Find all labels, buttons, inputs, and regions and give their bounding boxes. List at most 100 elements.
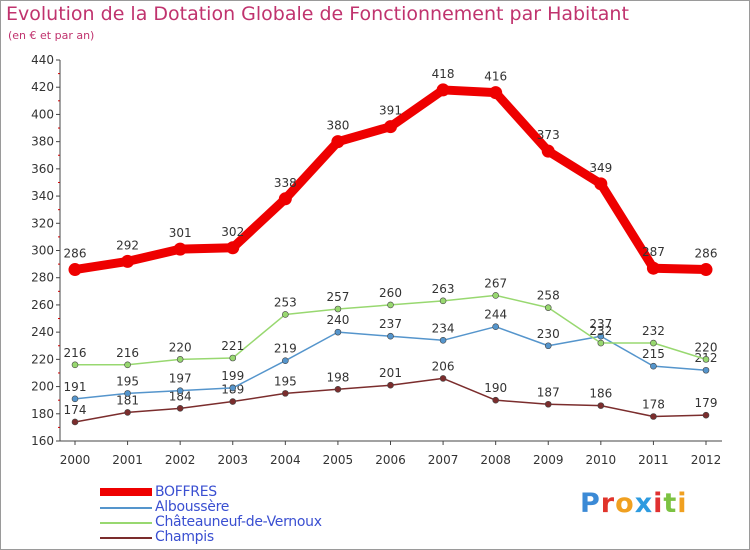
- data-point-boffres: [173, 242, 187, 256]
- data-label-alboussere: 240: [326, 313, 349, 327]
- x-tick-label: 2000: [60, 453, 91, 467]
- x-tick-label: 2012: [691, 453, 722, 467]
- legend-swatch-chateauneuf: [100, 522, 152, 524]
- legend-swatch-champis: [100, 537, 152, 539]
- data-point-champis: [282, 390, 289, 397]
- legend-swatch-boffres: [100, 488, 152, 496]
- data-label-alboussere: 197: [169, 372, 192, 386]
- data-label-chateauneuf-de-vernoux: 232: [589, 324, 612, 338]
- data-point-boffres: [384, 120, 397, 134]
- data-point-alboussere: [650, 362, 657, 370]
- data-point-boffres: [489, 86, 503, 100]
- data-label-boffres: 418: [432, 67, 455, 81]
- y-tick-label: 300: [31, 244, 54, 258]
- data-label-chateauneuf-de-vernoux: 220: [169, 340, 192, 354]
- x-tick-label: 2003: [217, 453, 248, 467]
- data-point-champis: [439, 375, 447, 382]
- data-label-alboussere: 237: [379, 317, 402, 331]
- logo-letter: t: [663, 488, 678, 519]
- data-label-chateauneuf-de-vernoux: 232: [642, 324, 665, 338]
- data-point-champis: [229, 398, 237, 405]
- data-label-chateauneuf-de-vernoux: 220: [695, 340, 718, 354]
- logo-letter: i: [653, 488, 664, 519]
- data-point-chateauneuf-de-vernoux: [334, 305, 342, 313]
- data-point-boffres: [436, 83, 450, 97]
- data-point-alboussere: [492, 323, 499, 331]
- data-label-alboussere: 244: [484, 308, 507, 322]
- data-point-champis: [124, 409, 131, 416]
- data-label-champis: 181: [116, 393, 139, 407]
- x-tick-label: 2001: [112, 453, 143, 467]
- data-label-alboussere: 219: [274, 342, 297, 356]
- data-label-alboussere: 195: [116, 374, 139, 388]
- proxiti-logo: Proxiti: [580, 488, 688, 519]
- y-tick-label: 400: [31, 107, 54, 121]
- data-point-chateauneuf-de-vernoux: [387, 301, 394, 309]
- data-point-alboussere: [71, 395, 79, 403]
- data-label-alboussere: 191: [64, 380, 87, 394]
- y-tick-label: 260: [31, 298, 54, 312]
- data-label-champis: 198: [326, 370, 349, 384]
- data-point-champis: [650, 413, 657, 420]
- data-point-champis: [334, 385, 342, 393]
- legend-swatch-alboussiere: [100, 507, 152, 509]
- data-label-alboussere: 237: [589, 317, 612, 331]
- data-point-champis: [387, 381, 394, 389]
- y-tick-label: 340: [31, 189, 54, 203]
- data-label-champis: 201: [379, 366, 402, 380]
- data-label-boffres: 287: [642, 245, 665, 259]
- data-point-champis: [492, 396, 499, 404]
- y-tick-label: 280: [31, 271, 54, 285]
- logo-letter: P: [580, 488, 601, 519]
- data-label-champis: 179: [695, 396, 718, 410]
- data-label-boffres: 301: [169, 226, 192, 240]
- data-point-alboussere: [597, 332, 605, 340]
- x-tick-label: 2004: [270, 453, 301, 467]
- data-point-chateauneuf-de-vernoux: [124, 361, 131, 369]
- data-label-boffres: 391: [379, 104, 402, 118]
- legend-label-alboussiere: Alboussère: [155, 499, 230, 515]
- logo-letter: i: [677, 488, 688, 519]
- data-point-alboussere: [124, 390, 131, 397]
- data-label-boffres: 373: [537, 128, 560, 142]
- x-tick-label: 2007: [428, 453, 459, 467]
- x-tick-label: 2002: [165, 453, 196, 467]
- data-point-boffres: [594, 177, 608, 191]
- logo-letter: r: [600, 488, 616, 519]
- data-label-chateauneuf-de-vernoux: 216: [116, 346, 139, 360]
- data-label-boffres: 292: [116, 238, 139, 252]
- data-point-alboussere: [439, 337, 447, 344]
- data-point-champis: [597, 402, 605, 409]
- y-tick-label: 160: [31, 434, 54, 448]
- data-point-boffres: [278, 192, 292, 206]
- data-point-alboussere: [176, 387, 184, 394]
- data-point-champis: [702, 411, 710, 419]
- x-tick-label: 2010: [586, 453, 617, 467]
- chart-title: Evolution de la Dotation Globale de Fonc…: [6, 3, 629, 25]
- data-point-boffres: [226, 241, 240, 255]
- x-tick-label: 2009: [533, 453, 564, 467]
- data-point-chateauneuf-de-vernoux: [282, 311, 289, 318]
- data-label-chateauneuf-de-vernoux: 263: [432, 282, 455, 296]
- x-tick-label: 2008: [480, 453, 511, 467]
- data-point-alboussere: [229, 384, 237, 392]
- y-tick-label: 420: [31, 80, 54, 94]
- data-label-boffres: 286: [695, 247, 718, 261]
- logo-letter: o: [615, 488, 635, 519]
- legend-label-chateauneuf: Châteauneuf-de-Vernoux: [155, 514, 322, 530]
- data-point-champis: [176, 405, 184, 412]
- y-tick-label: 200: [31, 380, 54, 394]
- data-point-chateauneuf-de-vernoux: [702, 356, 710, 363]
- data-label-champis: 206: [432, 359, 455, 373]
- data-label-chateauneuf-de-vernoux: 221: [221, 339, 244, 353]
- data-label-boffres: 349: [589, 161, 612, 175]
- data-label-chateauneuf-de-vernoux: 253: [274, 295, 297, 309]
- data-label-champis: 195: [274, 374, 297, 388]
- data-label-champis: 184: [169, 389, 192, 403]
- data-label-chateauneuf-de-vernoux: 257: [326, 290, 349, 304]
- x-tick-label: 2006: [375, 453, 406, 467]
- data-label-boffres: 416: [484, 70, 507, 84]
- data-label-alboussere: 234: [432, 321, 455, 335]
- data-label-champis: 186: [589, 387, 612, 401]
